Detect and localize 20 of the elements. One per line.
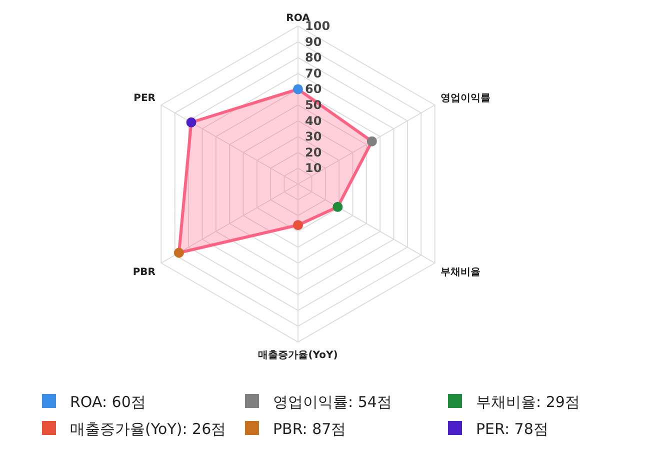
y-tick-label: 10: [305, 161, 322, 176]
text: PBR: 87점: [273, 420, 346, 438]
text: 부채비율: 29점: [476, 393, 580, 411]
y-tick-label: 90: [305, 34, 322, 49]
text: ROA: 60점: [70, 393, 146, 411]
y-tick-label: 40: [305, 114, 322, 128]
spoke-label: PBR: [132, 266, 156, 278]
y-tick-label: 20: [305, 145, 322, 160]
spoke-label: PER: [134, 93, 156, 104]
text: 매출증가율(YoY): 26점: [70, 420, 226, 438]
text: 영업이익률: 54점: [273, 393, 392, 411]
text: PER: 78점: [476, 420, 548, 438]
y-tick-label: 80: [305, 50, 322, 65]
spoke-label: 매출증가율(YoY): [258, 350, 338, 361]
spoke-label: 영업이익률: [440, 93, 491, 104]
y-tick-label: 50: [305, 98, 322, 112]
y-tick-label: 30: [305, 130, 322, 144]
y-tick-label: 60: [305, 82, 322, 96]
y-tick-label: 70: [305, 66, 322, 80]
spoke-label: 부채비율: [440, 266, 481, 278]
